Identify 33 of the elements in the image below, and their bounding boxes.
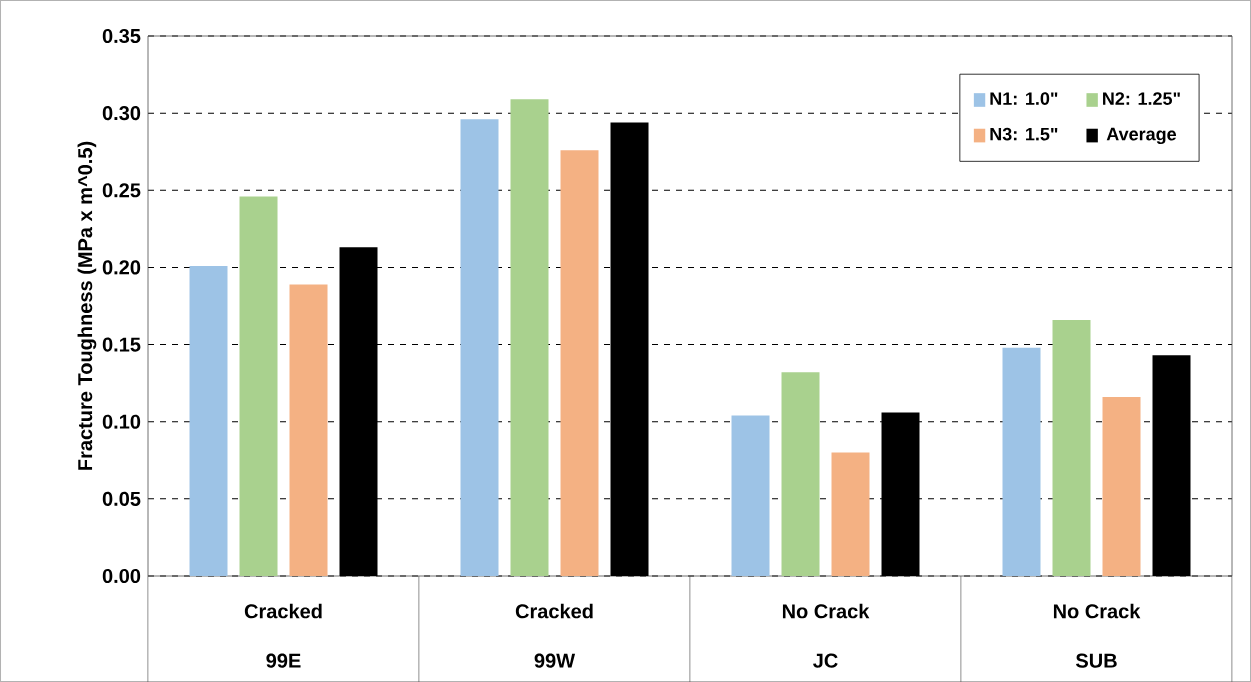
bar [460, 119, 499, 576]
x-tick-label: JC [813, 653, 838, 668]
y-tick-label: 0.00 [102, 568, 141, 584]
bar [1102, 397, 1141, 576]
y-tick-label: 0.05 [102, 491, 141, 506]
bar [1052, 319, 1091, 576]
y-tick-label: 0.15 [102, 337, 141, 352]
bar [189, 265, 228, 576]
bar [289, 284, 328, 576]
text: Cracked [515, 603, 593, 619]
y-tick-label: 0.25 [102, 183, 141, 198]
y-axis-title: Fracture Toughness (MPa x m^0.5) [77, 141, 97, 470]
legend-label: N2: 1.25" [1103, 92, 1180, 105]
y-tick-label: 0.35 [102, 28, 141, 44]
bar [831, 452, 870, 576]
bar [781, 372, 820, 576]
bar [239, 196, 278, 576]
bar [731, 415, 770, 576]
x-tick-label: SUB [1075, 653, 1117, 668]
y-tick-label: 0.10 [102, 414, 141, 429]
legend-label: N1: 1.0" [990, 92, 1058, 105]
text: No Crack [782, 603, 870, 619]
y-tick-label: 0.20 [102, 260, 141, 275]
text: No Crack [1053, 603, 1141, 619]
legend-label: Average [1106, 127, 1177, 145]
text: Cracked [244, 603, 322, 619]
legend-label: N3: 1.5" [990, 127, 1058, 141]
x-tick-label: 99W [534, 653, 576, 668]
y-tick-label: 0.30 [102, 106, 141, 121]
bar [1002, 347, 1041, 576]
bar [560, 150, 599, 576]
x-tick-label: 99E [266, 653, 301, 668]
bar [510, 99, 549, 576]
